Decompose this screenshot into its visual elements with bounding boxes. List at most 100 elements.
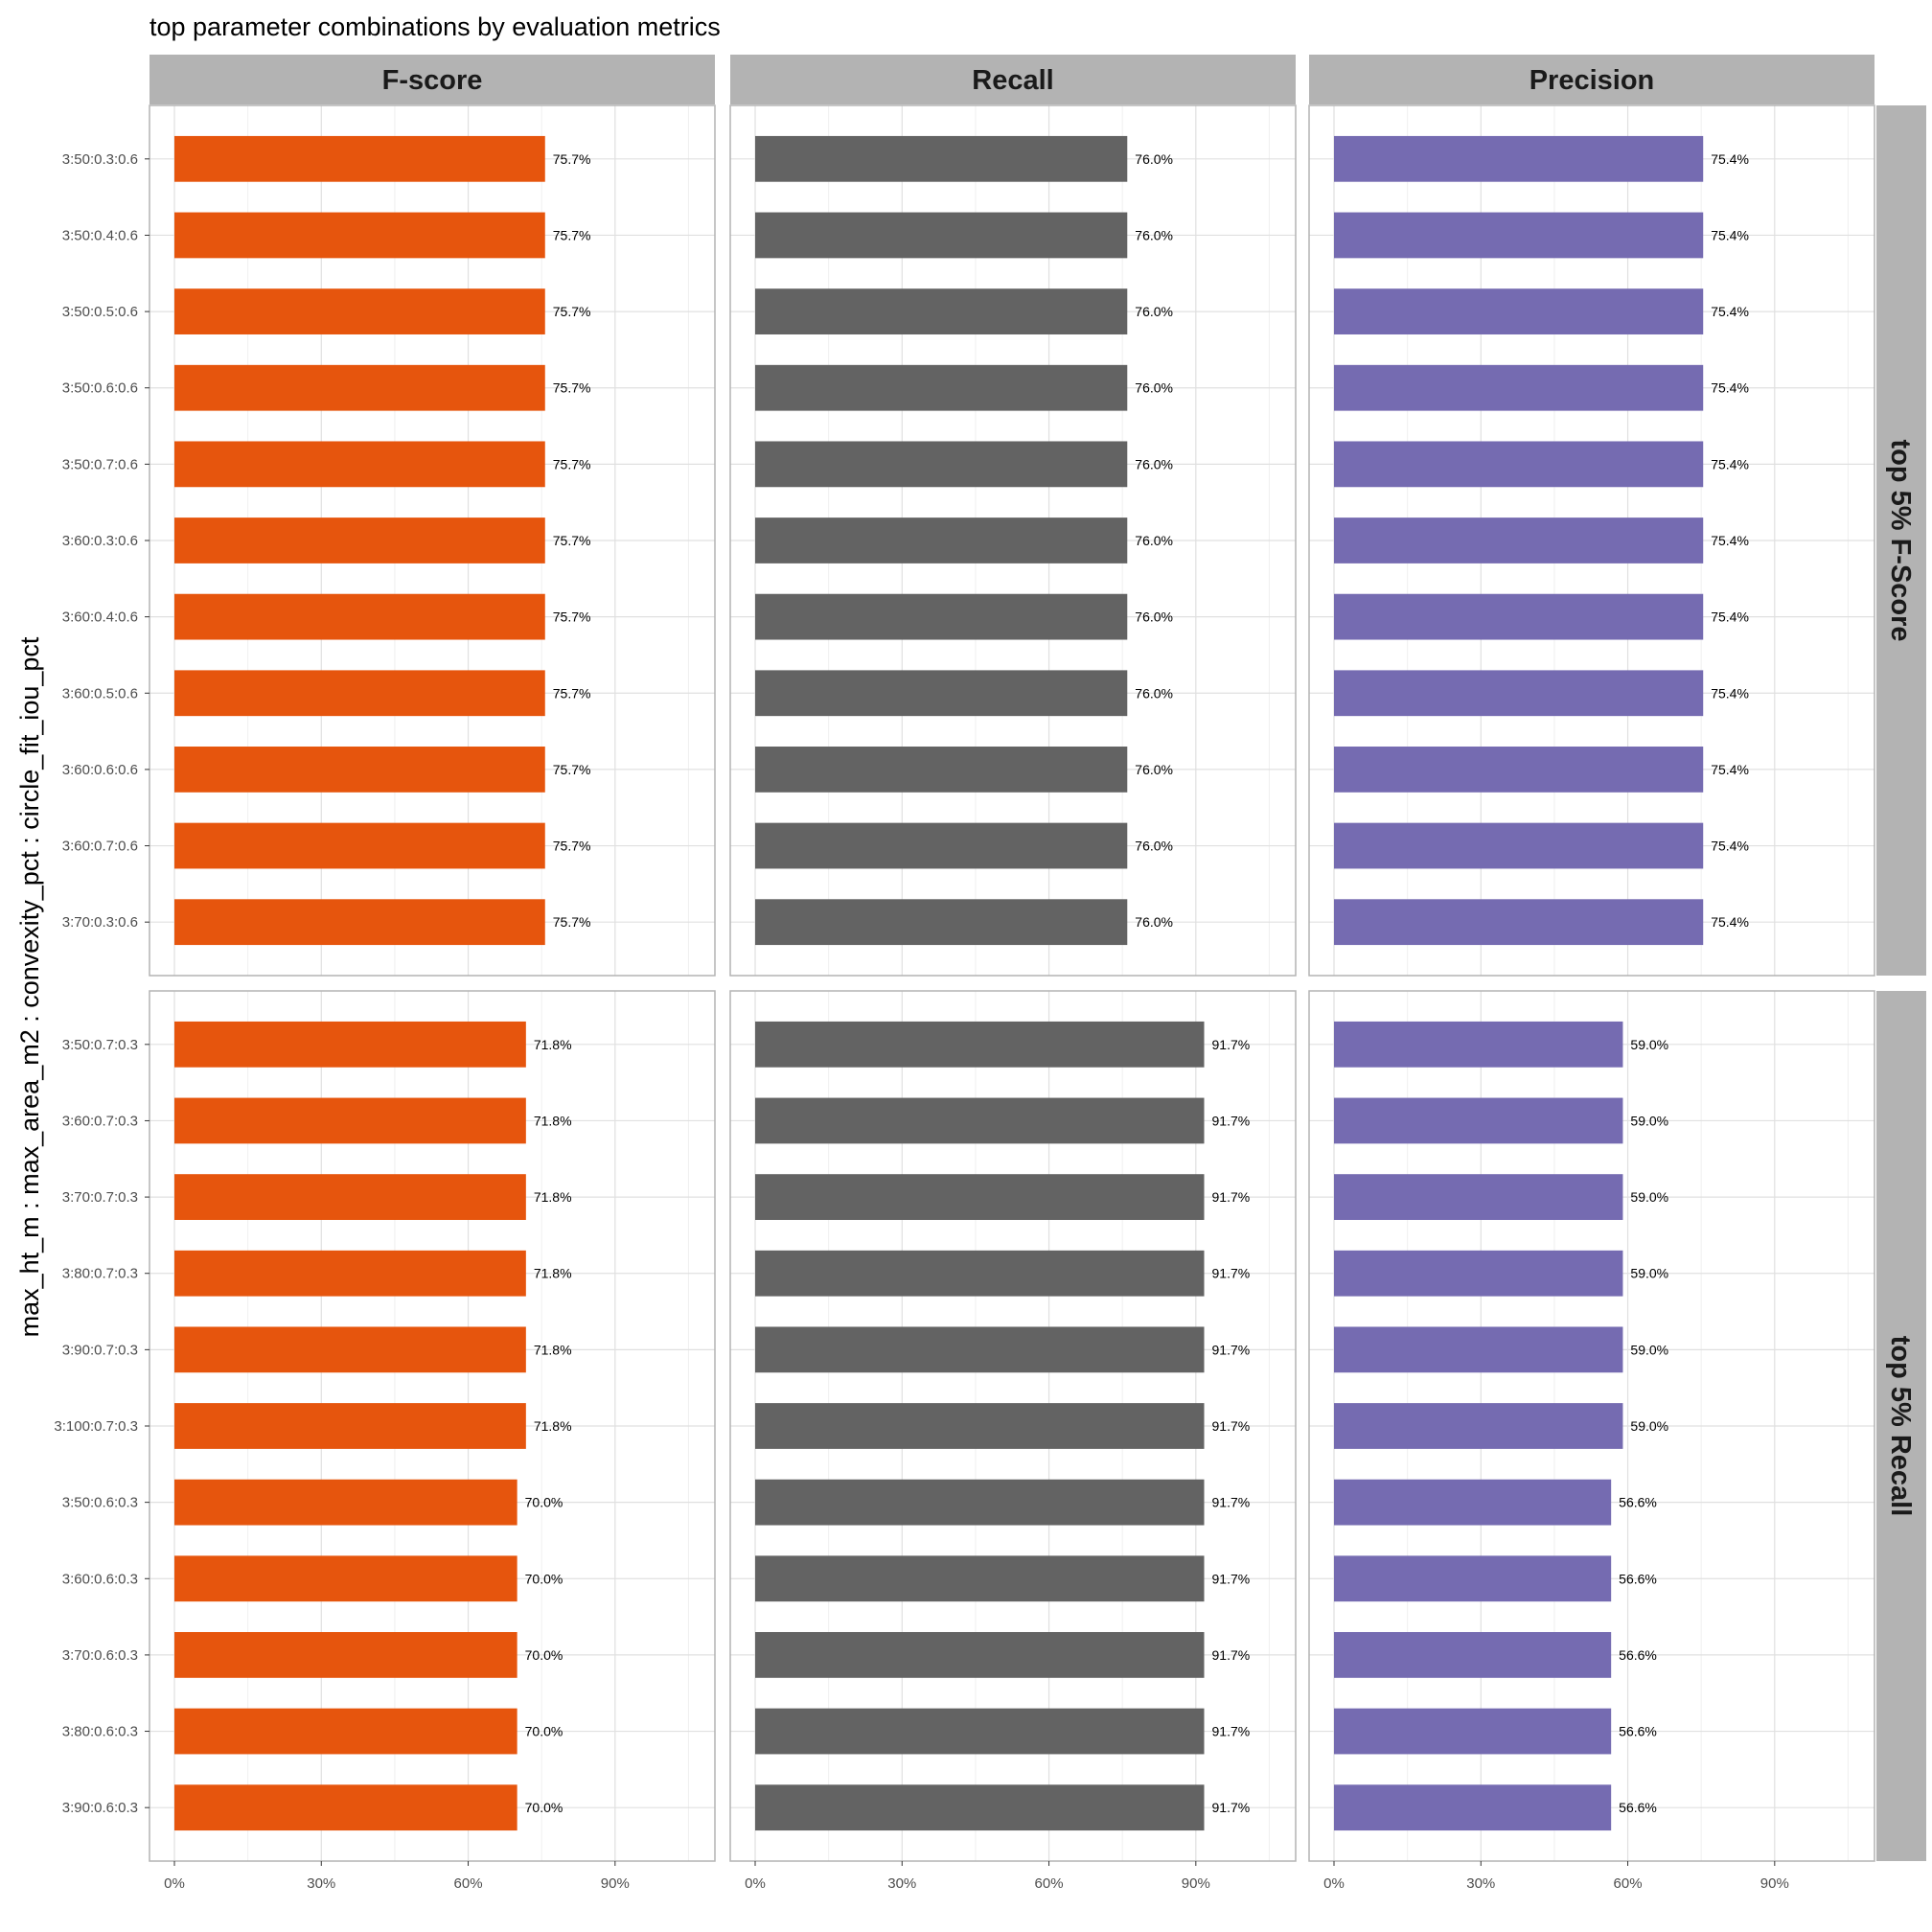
data-label-f-score-3-50-0-5-0-6: 75.7% (553, 304, 591, 319)
bar-precision-3-90-0-6-0-3 (1334, 1784, 1612, 1831)
data-label-recall-3-50-0-7-0-6: 76.0% (1135, 456, 1173, 472)
bar-recall-3-100-0-7-0-3 (755, 1403, 1205, 1449)
x-tick-label: 60% (1035, 1875, 1064, 1892)
x-tick-label: 90% (601, 1875, 630, 1892)
data-label-precision-3-50-0-7-0-6: 75.4% (1711, 456, 1749, 472)
y-tick-label: 3:90:0.7:0.3 (62, 1342, 138, 1358)
data-label-f-score-3-60-0-7-0-3: 71.8% (534, 1113, 572, 1128)
bar-f-score-3-70-0-6-0-3 (174, 1632, 518, 1678)
y-tick-label: 3:50:0.7:0.6 (62, 456, 138, 472)
data-label-recall-3-90-0-6-0-3: 91.7% (1212, 1800, 1251, 1815)
y-tick-label: 3:100:0.7:0.3 (54, 1418, 138, 1435)
panel-top-5-recall-recall: 91.7% 91.7% 91.7% 91.7% 91.7% 91.7% 91.7% 91.7%… (729, 990, 1297, 1892)
bar-precision-3-50-0-7-0-6 (1334, 441, 1704, 488)
strip-top-5-recall (1876, 991, 1926, 1861)
panel-top-5-recall-f-score: 71.8% 71.8% 71.8% 71.8% 71.8% 71.8% 70.0% 70.0%… (54, 990, 716, 1892)
bar-f-score-3-50-0-5-0-6 (174, 288, 545, 334)
data-label-f-score-3-50-0-4-0-6: 75.7% (553, 227, 591, 242)
strip-f-score (150, 55, 715, 104)
bar-precision-3-50-0-3-0-6 (1334, 135, 1704, 182)
data-label-precision-3-60-0-7-0-6: 75.4% (1711, 839, 1749, 854)
data-label-f-score-3-60-0-4-0-6: 75.7% (553, 610, 591, 625)
data-label-recall-3-60-0-4-0-6: 76.0% (1135, 610, 1173, 625)
data-label-f-score-3-50-0-6-0-3: 70.0% (525, 1495, 564, 1510)
bar-recall-3-50-0-5-0-6 (755, 288, 1128, 334)
y-tick-label: 3:50:0.3:0.6 (62, 151, 138, 168)
y-tick-label: 3:70:0.6:0.3 (62, 1647, 138, 1664)
bar-recall-3-60-0-7-0-6 (755, 822, 1128, 869)
chart-title: top parameter combinations by evaluation… (150, 12, 721, 41)
data-label-precision-3-70-0-3-0-6: 75.4% (1711, 914, 1749, 930)
strip-precision (1309, 55, 1874, 104)
x-tick-label: 60% (1614, 1875, 1643, 1892)
data-label-f-score-3-50-0-6-0-6: 75.7% (553, 380, 591, 396)
data-label-recall-3-60-0-7-0-3: 91.7% (1212, 1113, 1251, 1128)
panel-top-5-f-score-f-score: 75.7% 75.7% 75.7% 75.7% 75.7% 75.7% 75.7% 75.7%… (62, 104, 716, 977)
panel-top-5-f-score-recall: 76.0% 76.0% 76.0% 76.0% 76.0% 76.0% 76.0% 76.0%… (729, 104, 1297, 977)
data-label-recall-3-60-0-6-0-6: 76.0% (1135, 762, 1173, 777)
bar-recall-3-80-0-6-0-3 (755, 1708, 1205, 1755)
x-tick-label: 30% (307, 1875, 335, 1892)
data-label-precision-3-80-0-7-0-3: 59.0% (1630, 1266, 1668, 1281)
bar-recall-3-50-0-7-0-6 (755, 441, 1128, 488)
y-tick-label: 3:80:0.6:0.3 (62, 1724, 138, 1740)
data-label-f-score-3-80-0-7-0-3: 71.8% (534, 1266, 572, 1281)
bar-recall-3-60-0-5-0-6 (755, 670, 1128, 717)
data-label-recall-3-60-0-7-0-6: 76.0% (1135, 839, 1173, 854)
data-label-f-score-3-60-0-3-0-6: 75.7% (553, 533, 591, 548)
bar-recall-3-60-0-3-0-6 (755, 518, 1128, 564)
data-label-f-score-3-70-0-7-0-3: 71.8% (534, 1189, 572, 1205)
bar-recall-3-80-0-7-0-3 (755, 1250, 1205, 1297)
bar-precision-3-50-0-4-0-6 (1334, 212, 1704, 259)
bar-f-score-3-60-0-7-0-3 (174, 1097, 526, 1144)
data-label-recall-3-70-0-3-0-6: 76.0% (1135, 914, 1173, 930)
data-label-f-score-3-50-0-7-0-3: 71.8% (534, 1037, 572, 1052)
x-tick-label: 90% (1182, 1875, 1210, 1892)
data-label-precision-3-50-0-4-0-6: 75.4% (1711, 227, 1749, 242)
data-label-recall-3-70-0-7-0-3: 91.7% (1212, 1189, 1251, 1205)
y-tick-label: 3:80:0.7:0.3 (62, 1266, 138, 1282)
data-label-f-score-3-70-0-3-0-6: 75.7% (553, 914, 591, 930)
data-label-recall-3-60-0-6-0-3: 91.7% (1212, 1571, 1251, 1586)
bar-f-score-3-80-0-7-0-3 (174, 1250, 526, 1297)
data-label-f-score-3-60-0-6-0-3: 70.0% (525, 1571, 564, 1586)
data-label-recall-3-100-0-7-0-3: 91.7% (1212, 1418, 1251, 1434)
y-tick-label: 3:60:0.6:0.6 (62, 762, 138, 778)
bar-precision-3-60-0-6-0-3 (1334, 1555, 1612, 1602)
bar-precision-3-60-0-7-0-6 (1334, 822, 1704, 869)
x-tick-label: 60% (454, 1875, 483, 1892)
bar-recall-3-70-0-6-0-3 (755, 1632, 1205, 1678)
data-label-recall-3-50-0-5-0-6: 76.0% (1135, 304, 1173, 319)
bar-f-score-3-60-0-5-0-6 (174, 670, 545, 717)
bar-f-score-3-60-0-7-0-6 (174, 822, 545, 869)
data-label-precision-3-60-0-7-0-3: 59.0% (1630, 1113, 1668, 1128)
data-label-f-score-3-70-0-6-0-3: 70.0% (525, 1647, 564, 1663)
data-label-precision-3-90-0-6-0-3: 56.6% (1619, 1800, 1657, 1815)
bar-f-score-3-60-0-3-0-6 (174, 518, 545, 564)
bar-recall-3-70-0-7-0-3 (755, 1174, 1205, 1220)
bar-precision-3-50-0-7-0-3 (1334, 1021, 1623, 1068)
strip-label-precision: Precision (1530, 65, 1655, 96)
bar-f-score-3-50-0-7-0-3 (174, 1021, 526, 1068)
bar-f-score-3-60-0-4-0-6 (174, 593, 545, 640)
bar-precision-3-60-0-5-0-6 (1334, 670, 1704, 717)
data-label-recall-3-50-0-6-0-6: 76.0% (1135, 380, 1173, 396)
data-label-precision-3-90-0-7-0-3: 59.0% (1630, 1342, 1668, 1357)
data-label-precision-3-50-0-5-0-6: 75.4% (1711, 304, 1749, 319)
data-label-precision-3-70-0-7-0-3: 59.0% (1630, 1189, 1668, 1205)
bar-precision-3-80-0-7-0-3 (1334, 1250, 1623, 1297)
panel-border (1308, 990, 1875, 1862)
data-label-precision-3-60-0-5-0-6: 75.4% (1711, 685, 1749, 701)
data-label-recall-3-60-0-3-0-6: 76.0% (1135, 533, 1173, 548)
data-label-f-score-3-80-0-6-0-3: 70.0% (525, 1724, 564, 1739)
data-label-precision-3-60-0-3-0-6: 75.4% (1711, 533, 1749, 548)
bar-f-score-3-70-0-7-0-3 (174, 1174, 526, 1220)
bar-f-score-3-90-0-7-0-3 (174, 1326, 526, 1373)
bar-recall-3-50-0-6-0-3 (755, 1479, 1205, 1526)
bar-recall-3-50-0-4-0-6 (755, 212, 1128, 259)
strip-label-f-score: F-score (382, 65, 483, 96)
data-label-precision-3-100-0-7-0-3: 59.0% (1630, 1418, 1668, 1434)
data-label-f-score-3-60-0-5-0-6: 75.7% (553, 685, 591, 701)
bar-f-score-3-60-0-6-0-3 (174, 1555, 518, 1602)
